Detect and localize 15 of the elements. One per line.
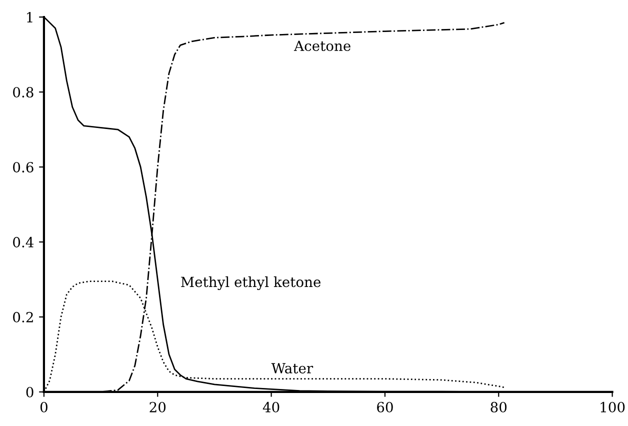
x-tick-label: 40 (262, 402, 280, 412)
y-tick-label: 0.8 (13, 86, 34, 98)
y-tick-label: 0.6 (13, 162, 34, 172)
y-tick-label: 1 (27, 12, 32, 22)
series-label: Acetone (294, 40, 350, 52)
series-label: Methyl ethyl ketone (181, 276, 321, 290)
x-tick-label: 60 (377, 402, 393, 412)
y-tick-label: 0.4 (13, 236, 34, 248)
y-tick-label: 0.2 (13, 312, 33, 322)
series-label: Water (271, 363, 314, 374)
x-tick-label: 100 (600, 402, 625, 412)
x-tick-label: 80 (490, 402, 507, 412)
x-tick-label: 20 (150, 402, 166, 412)
x-tick-label: 0 (40, 402, 48, 412)
y-tick-label: 0 (26, 386, 34, 398)
